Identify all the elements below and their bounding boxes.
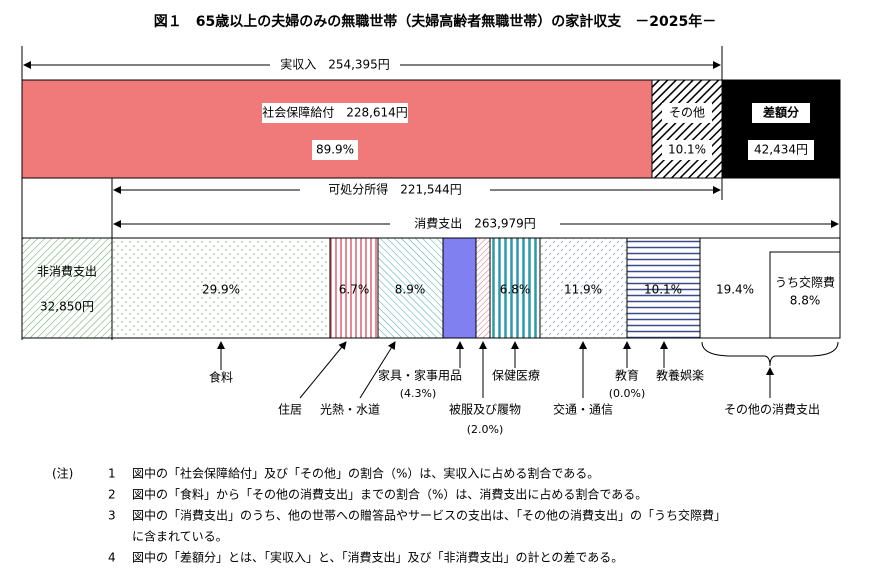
- seg-pct: 19.4%: [716, 283, 754, 297]
- other-pct: 10.1%: [668, 143, 706, 157]
- seg-pct: 11.9%: [564, 283, 602, 297]
- note-text: 図中の「社会保障給付」及び「その他」の割合（%）は、実収入に占める割合である。: [132, 466, 599, 481]
- nonconsumption-amount: 32,850円: [40, 300, 94, 314]
- nonconsumption-label: 非消費支出: [37, 264, 97, 279]
- seg-name: 保健医療: [492, 369, 540, 383]
- seg-name: 交通・通信: [553, 402, 613, 417]
- inner-label: うち交際費: [775, 275, 835, 290]
- seg-pct: 10.1%: [644, 283, 682, 297]
- note-text: 図中の「食料」から「その他の消費支出」までの割合（%）は、消費支出に占める割合で…: [132, 487, 647, 502]
- note-text: 図中の「消費支出」のうち、他の世帯への贈答品やサービスの支出は、「その他の消費支…: [132, 508, 726, 523]
- seg-name: 教育: [615, 368, 639, 383]
- seg-sub: (4.3%): [400, 387, 437, 400]
- seg-sub: (0.0%): [609, 387, 646, 400]
- seg-name: 被服及び履物: [449, 403, 521, 417]
- notes: 1 図中の「社会保障給付」及び「その他」の割合（%）は、実収入に占める割合である。…: [108, 466, 726, 565]
- note-number: 4: [108, 551, 116, 565]
- consumption-label: 消費支出 263,979円: [414, 216, 536, 231]
- surplus-amount: 42,434円: [754, 143, 808, 157]
- seg-name: 家具・家事用品: [378, 368, 462, 383]
- notes-head: (注): [52, 466, 73, 481]
- social-label: 社会保障給付 228,614円: [262, 105, 408, 120]
- title: 図１ 65歳以上の夫婦のみの無職世帯（夫婦高齢者無職世帯）の家計収支 －2025…: [154, 13, 716, 30]
- social-pct: 89.9%: [316, 143, 354, 157]
- other-label: その他: [669, 106, 705, 120]
- note-number: 2: [108, 488, 116, 502]
- surplus-label: 差額分: [762, 105, 799, 120]
- note-number: 3: [108, 509, 116, 523]
- seg-name: 食料: [209, 370, 233, 385]
- seg-name: 住居: [278, 403, 302, 417]
- seg-name: 光熱・水道: [320, 403, 380, 417]
- seg-sub: (2.0%): [467, 423, 504, 436]
- income-label: 実収入 254,395円: [280, 57, 390, 72]
- disposable-label: 可処分所得 221,544円: [328, 182, 462, 197]
- note-number: 1: [108, 467, 116, 481]
- note-text: に含まれている。: [132, 529, 228, 544]
- layout: [21, 46, 841, 399]
- note-text: 図中の「差額分」とは、「実収入」と、「消費支出」及び「非消費支出」の計との差であ…: [132, 550, 623, 565]
- seg-pct: 6.8%: [500, 283, 531, 297]
- seg-name: その他の消費支出: [724, 402, 820, 417]
- inner-pct: 8.8%: [790, 294, 821, 308]
- seg-name: 教養娯楽: [656, 368, 704, 383]
- seg-pct: 6.7%: [339, 283, 370, 297]
- seg-pct: 29.9%: [202, 283, 240, 297]
- seg-pct: 8.9%: [395, 283, 426, 297]
